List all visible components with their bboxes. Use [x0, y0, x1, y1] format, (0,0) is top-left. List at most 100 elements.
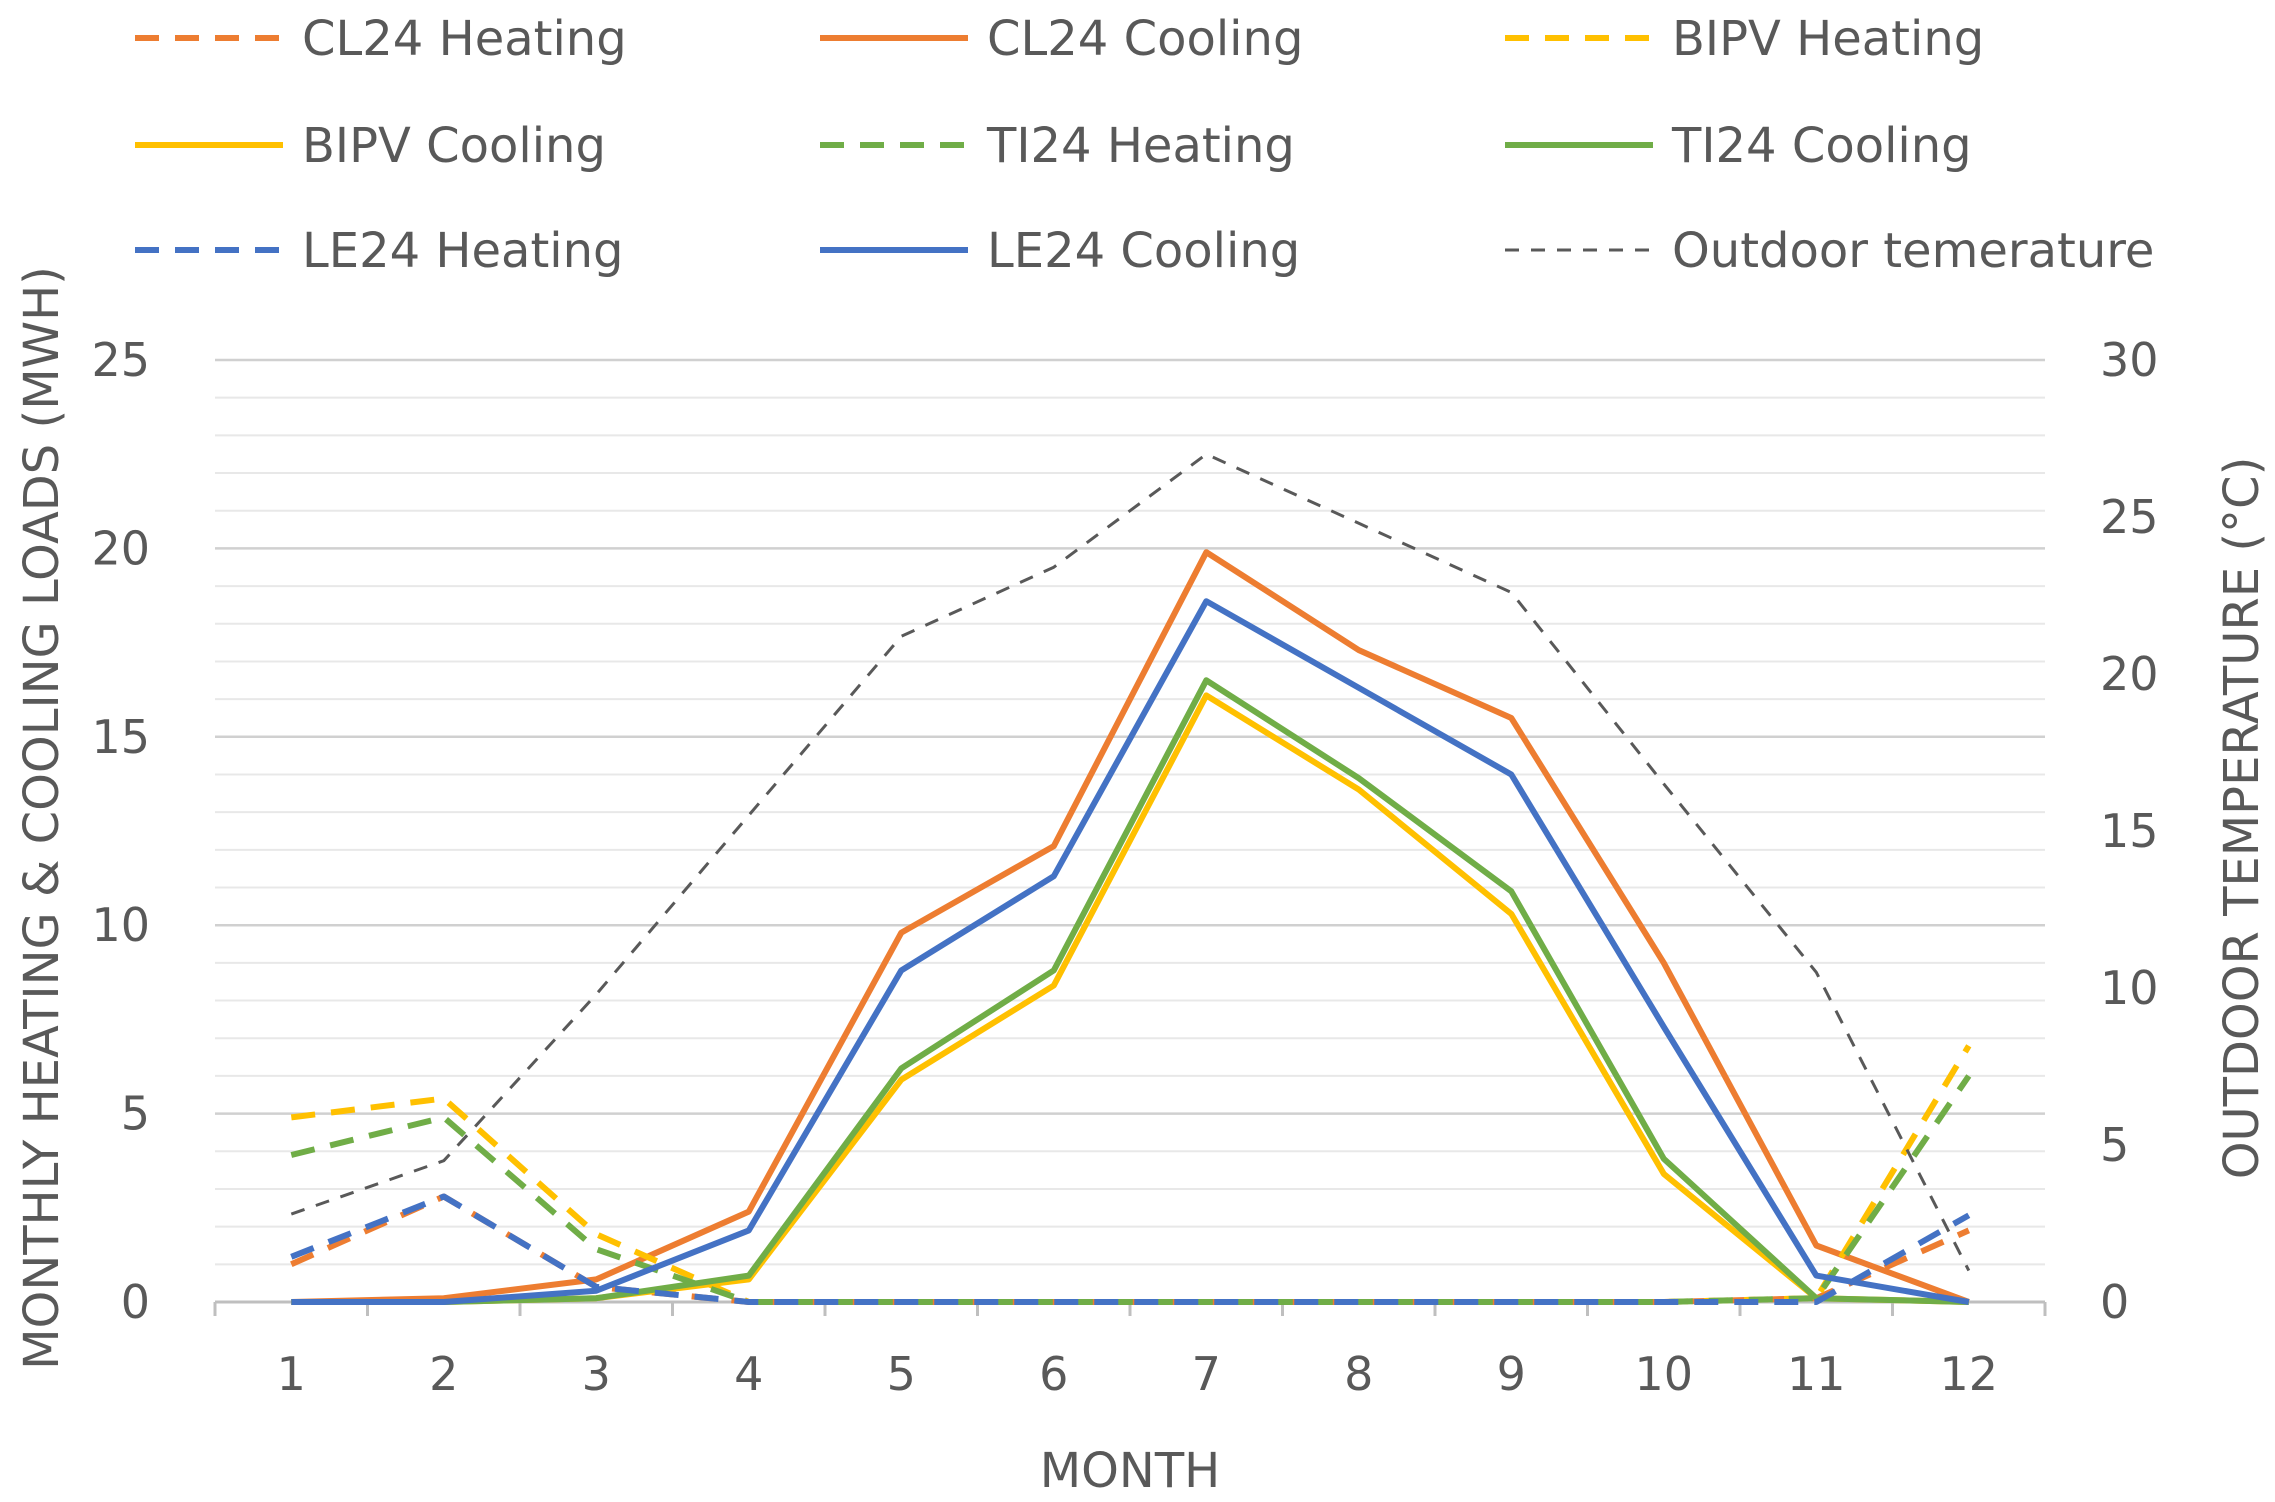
data-point-le24-cooling [1965, 1298, 1973, 1306]
series-line-bipv-heating [290, 1044, 1972, 1305]
data-point-outdoor-temerature [1050, 563, 1058, 571]
data-point-le24-cooling [1355, 684, 1363, 692]
legend-item-ti24-cooling: TI24 Cooling [1505, 118, 1972, 174]
data-point-outdoor-temerature [745, 811, 753, 819]
legend-label: CL24 Heating [302, 11, 627, 67]
data-point-cl24-cooling [1202, 548, 1210, 556]
y2-tick-label: 5 [2100, 1118, 2129, 1172]
legend-label: BIPV Heating [1672, 11, 1984, 67]
data-point-ti24-cooling [1050, 966, 1058, 974]
y-tick-label: 25 [91, 333, 150, 387]
y2-tick-label: 30 [2100, 333, 2159, 387]
legend-label: TI24 Heating [986, 118, 1295, 174]
data-point-le24-heating [1202, 1298, 1210, 1306]
y2-tick-label: 25 [2100, 490, 2159, 544]
legend-item-cl24-cooling: CL24 Cooling [820, 11, 1303, 67]
data-point-le24-cooling [1812, 1272, 1820, 1280]
x-tick-label: 11 [1787, 1347, 1846, 1401]
data-point-le24-heating [1660, 1298, 1668, 1306]
data-point-outdoor-temerature [592, 990, 600, 998]
data-point-ti24-cooling [1202, 676, 1210, 684]
y-tick-label: 0 [121, 1275, 150, 1329]
legend-item-ti24-heating: TI24 Heating [820, 118, 1295, 174]
x-tick-label: 5 [887, 1347, 916, 1401]
data-point-cl24-heating [1965, 1226, 1973, 1234]
legend-item-le24-heating: LE24 Heating [135, 223, 624, 279]
data-point-outdoor-temerature [1507, 588, 1515, 596]
x-tick-label: 6 [1039, 1347, 1068, 1401]
data-point-outdoor-temerature [1965, 1267, 1973, 1275]
data-point-ti24-cooling [1355, 774, 1363, 782]
data-point-outdoor-temerature [440, 1157, 448, 1165]
series-line-outdoor-temerature [290, 452, 1971, 1272]
data-point-le24-heating [1050, 1298, 1058, 1306]
y2-axis-title: OUTDOOR TEMPERATURE (°C) [2214, 457, 2270, 1180]
data-point-cl24-cooling [1050, 842, 1058, 850]
data-point-bipv-cooling [1202, 691, 1210, 699]
data-point-le24-heating [1965, 1211, 1973, 1219]
data-point-bipv-heating [592, 1230, 600, 1238]
y-axis-title: MONTHLY HEATING & COOLING LOADS (MWH) [14, 266, 70, 1370]
data-point-le24-heating [440, 1192, 448, 1200]
data-point-le24-cooling [592, 1287, 600, 1295]
legend-item-outdoor-temerature: Outdoor temerature [1505, 223, 2154, 279]
data-point-le24-heating [1812, 1298, 1820, 1306]
data-point-outdoor-temerature [897, 632, 905, 640]
x-tick-label: 12 [1939, 1347, 1998, 1401]
data-point-ti24-cooling [592, 1294, 600, 1302]
data-point-ti24-cooling [1660, 1155, 1668, 1163]
data-point-outdoor-temerature [1812, 968, 1820, 976]
data-point-le24-cooling [287, 1298, 295, 1306]
legend-label: LE24 Cooling [987, 223, 1300, 279]
data-point-bipv-cooling [1660, 1170, 1668, 1178]
data-point-bipv-heating [287, 1113, 295, 1121]
data-point-le24-cooling [897, 966, 905, 974]
data-point-cl24-cooling [1660, 959, 1668, 967]
y-tick-label: 15 [91, 710, 150, 764]
data-point-ti24-heating [287, 1151, 295, 1159]
data-point-ti24-cooling [1507, 887, 1515, 895]
y-tick-label: 20 [91, 521, 150, 575]
data-point-ti24-cooling [897, 1064, 905, 1072]
legend-label: TI24 Cooling [1671, 118, 1972, 174]
x-tick-label: 8 [1344, 1347, 1373, 1401]
x-tick-label: 7 [1192, 1347, 1221, 1401]
data-point-cl24-cooling [745, 1208, 753, 1216]
x-tick-label: 2 [429, 1347, 458, 1401]
data-point-le24-heating [1355, 1298, 1363, 1306]
data-point-bipv-heating [1965, 1042, 1973, 1050]
data-point-le24-cooling [1660, 1023, 1668, 1031]
legend-label: CL24 Cooling [987, 11, 1303, 67]
y2-tick-label: 15 [2100, 804, 2159, 858]
legend-label: BIPV Cooling [302, 118, 606, 174]
data-point-cl24-cooling [1507, 714, 1515, 722]
legend-item-le24-cooling: LE24 Cooling [820, 223, 1300, 279]
data-point-ti24-cooling [745, 1272, 753, 1280]
series-line-le24-cooling [291, 598, 1970, 1305]
data-point-le24-heating [897, 1298, 905, 1306]
legend-label: Outdoor temerature [1672, 223, 2154, 279]
series-line-cl24-cooling [291, 549, 1970, 1305]
y-tick-label: 10 [91, 898, 150, 952]
series-line-ti24-heating [290, 1074, 1972, 1305]
data-point-le24-cooling [745, 1226, 753, 1234]
data-point-cl24-cooling [1812, 1241, 1820, 1249]
data-point-cl24-cooling [1355, 646, 1363, 654]
data-point-le24-cooling [1507, 770, 1515, 778]
data-point-ti24-heating [440, 1113, 448, 1121]
legend-label: LE24 Heating [302, 223, 624, 279]
data-point-le24-heating [287, 1253, 295, 1261]
data-point-le24-cooling [440, 1298, 448, 1306]
x-axis-title: MONTH [1040, 1443, 1221, 1497]
data-point-bipv-cooling [1050, 981, 1058, 989]
data-point-outdoor-temerature [287, 1210, 295, 1218]
legend: CL24 Heating CL24 Cooling BIPV Heating BIPV… [135, 11, 2154, 279]
legend-item-bipv-cooling: BIPV Cooling [135, 118, 606, 174]
data-point-outdoor-temerature [1355, 519, 1363, 527]
data-point-bipv-cooling [1507, 910, 1515, 918]
series-lines [287, 452, 1973, 1306]
legend-item-cl24-heating: CL24 Heating [135, 11, 627, 67]
